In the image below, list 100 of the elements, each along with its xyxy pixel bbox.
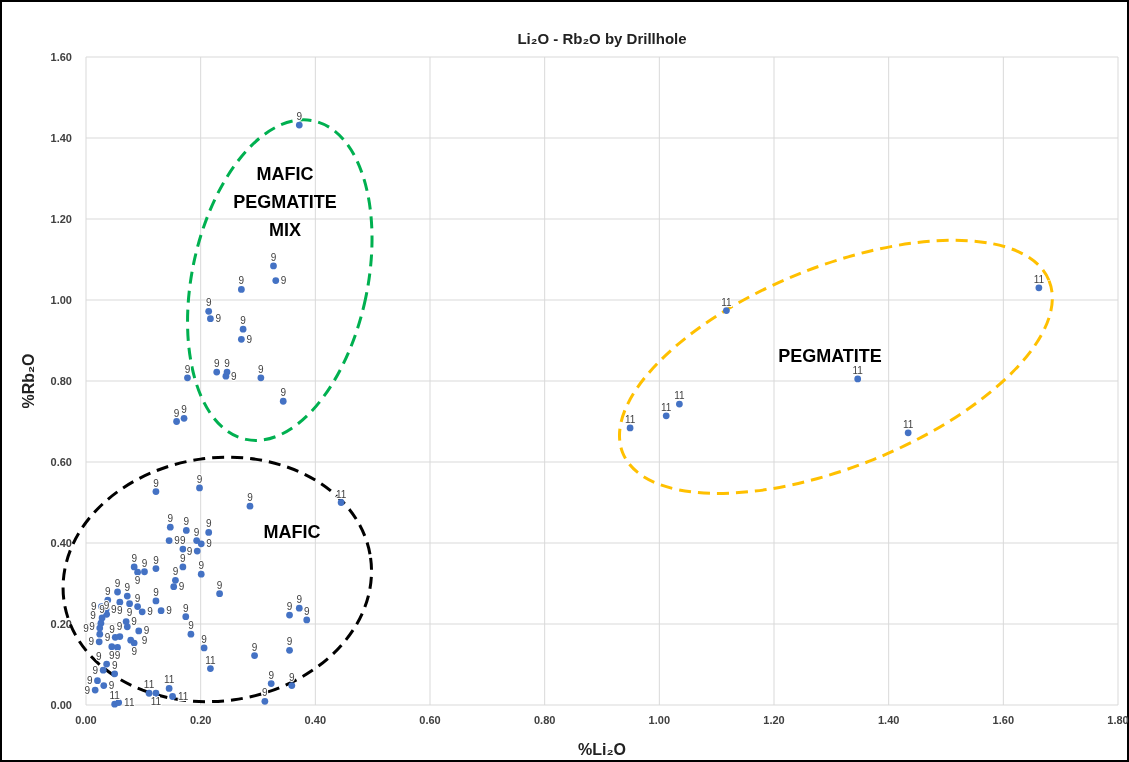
annotation: 9 xyxy=(193,526,200,538)
annotation: 9 xyxy=(167,513,174,525)
annotation: 9 xyxy=(116,621,123,633)
annotation: 9 xyxy=(166,605,173,617)
annotation: 9 xyxy=(286,636,293,648)
annotation: 9 xyxy=(153,477,160,489)
annotation: 9 xyxy=(147,606,154,618)
annotation: 9 xyxy=(173,407,180,419)
annotation: 9 xyxy=(90,610,97,622)
annotation: 9 xyxy=(296,594,303,606)
annotation: 11 xyxy=(624,413,636,425)
y-tick-label: 1.40 xyxy=(50,132,72,144)
y-tick-label: 1.20 xyxy=(50,213,72,225)
x-tick-label: 1.40 xyxy=(877,714,900,726)
x-tick-label: 0.60 xyxy=(419,714,441,726)
annotation: 9 xyxy=(183,516,190,528)
annotation: 9 xyxy=(111,659,118,671)
annotation: 9 xyxy=(84,684,91,696)
annotation: 9 xyxy=(303,605,310,617)
annotation: 9 xyxy=(289,671,296,683)
annotation: 9 xyxy=(174,535,181,547)
annotation: 9 xyxy=(124,582,131,594)
annotation: 11 xyxy=(163,674,175,686)
y-tick-label: 0.80 xyxy=(50,375,72,387)
annotation: 9 xyxy=(88,636,95,648)
annotation: 9 xyxy=(262,687,269,699)
annotation: 9 xyxy=(111,603,118,615)
annotation: 9 xyxy=(114,578,121,590)
annotation: 9 xyxy=(286,601,293,613)
annotation: 9 xyxy=(131,646,138,658)
annotation: 11 xyxy=(150,696,162,708)
annotation: 9 xyxy=(89,621,96,633)
annotation: 9 xyxy=(153,586,160,598)
annotation: PEGMATITE xyxy=(778,346,882,366)
annotation: 9 xyxy=(247,492,254,504)
y-tick-label: 0.60 xyxy=(50,456,72,468)
annotation: 9 xyxy=(92,664,99,676)
annotation: 9 xyxy=(86,675,93,687)
annotation: 9 xyxy=(117,605,124,617)
annotation: 9 xyxy=(258,363,265,375)
annotation: 9 xyxy=(141,557,148,569)
y-tick-label: 0.40 xyxy=(50,537,72,549)
x-tick-label: 0.80 xyxy=(533,714,556,726)
annotation: 9 xyxy=(178,581,185,593)
annotation: 11 xyxy=(1033,273,1045,285)
annotation: 9 xyxy=(224,358,231,370)
annotation: 9 xyxy=(186,545,193,557)
chart-title: Li₂O - Rb₂O by Drillhole xyxy=(517,30,687,47)
annotation: 9 xyxy=(270,251,277,263)
annotation: 9 xyxy=(296,111,303,123)
x-tick-label: 0.40 xyxy=(304,714,327,726)
annotation: 11 xyxy=(661,401,672,413)
annotation: 9 xyxy=(246,333,253,345)
x-tick-label: 1.60 xyxy=(992,714,1015,726)
annotation: 9 xyxy=(172,566,179,578)
annotation: 9 xyxy=(182,602,189,614)
annotation: 11 xyxy=(674,390,686,402)
annotation: 9 xyxy=(205,518,212,530)
annotation: 9 xyxy=(280,387,287,399)
annotation: 9 xyxy=(230,370,237,382)
annotation: 9 xyxy=(188,620,195,632)
annotation: 9 xyxy=(126,606,133,618)
y-axis-title: %Rb₂O xyxy=(20,353,37,409)
annotation: 9 xyxy=(215,313,222,325)
annotation: 11 xyxy=(205,654,217,666)
annotation: 9 xyxy=(105,586,112,598)
annotation: 11 xyxy=(852,364,864,376)
x-tick-label: 1.20 xyxy=(763,714,785,726)
x-tick-label: 0.20 xyxy=(189,714,212,726)
annotation: 9 xyxy=(240,315,247,327)
annotation: 9 xyxy=(108,680,115,692)
annotation: 9 xyxy=(251,641,258,653)
annotation: 9 xyxy=(109,623,116,635)
annotation: 9 xyxy=(131,552,138,564)
x-axis-title: %Li₂O xyxy=(578,741,626,758)
annotation: 11 xyxy=(335,488,347,500)
annotation: 9 xyxy=(280,275,287,287)
annotation: 9 xyxy=(153,554,160,566)
annotation: 9 xyxy=(238,275,245,287)
annotation: 9 xyxy=(96,651,103,663)
annotation: 9 xyxy=(83,622,90,634)
y-tick-label: 1.00 xyxy=(50,294,72,306)
annotation: 11 xyxy=(721,296,733,308)
annotation: 9 xyxy=(216,579,223,591)
y-tick-label: 1.60 xyxy=(50,51,72,63)
annotation: 9 xyxy=(196,473,203,485)
annotation: 9 xyxy=(205,297,212,309)
annotation: 9 xyxy=(213,358,220,370)
annotation: 9 xyxy=(268,669,275,681)
y-tick-label: 0.00 xyxy=(50,699,72,711)
annotation: 9 xyxy=(134,575,141,587)
annotation: 11 xyxy=(124,697,135,709)
x-tick-label: 0.00 xyxy=(75,714,97,726)
x-tick-label: 1.00 xyxy=(648,714,671,726)
annotation: 9 xyxy=(134,592,141,604)
annotation: 9 xyxy=(109,649,116,661)
annotation: 11 xyxy=(902,418,914,430)
annotation: 11 xyxy=(109,690,121,702)
annotation: 9 xyxy=(180,552,187,564)
annotation: MAFIC PEGMATITE MIX xyxy=(233,164,337,240)
